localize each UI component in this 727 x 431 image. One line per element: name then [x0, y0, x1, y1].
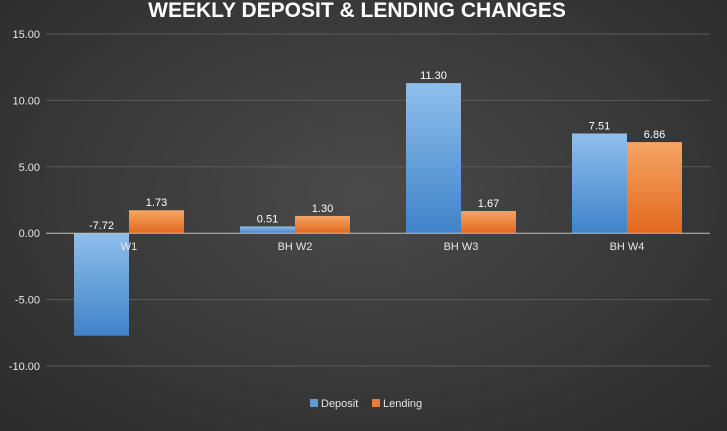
- lending-bar: [295, 215, 350, 234]
- y-axis-ticks: 15.00 10.00 5.00 0.00 -5.00 -10.00: [9, 29, 40, 373]
- legend: Deposit Lending: [310, 398, 422, 410]
- data-label: -7.72: [89, 220, 114, 232]
- data-label: 1.73: [146, 197, 167, 209]
- category-label: BH W2: [278, 241, 313, 253]
- lending-legend-label: Lending: [383, 398, 422, 410]
- data-label: 6.86: [644, 129, 665, 141]
- data-label: 0.51: [257, 213, 278, 225]
- lending-bar: [627, 142, 682, 234]
- y-tick-label: -10.00: [9, 361, 40, 373]
- y-tick-label: -5.00: [15, 295, 40, 307]
- data-label: 1.67: [478, 198, 499, 210]
- chart-title: WEEKLY DEPOSIT & LENDING CHANGES: [148, 0, 566, 22]
- y-tick-label: 10.00: [12, 95, 40, 107]
- y-tick-label: 0.00: [19, 228, 40, 240]
- y-tick-label: 5.00: [19, 162, 40, 174]
- category-labels: W1 BH W2 BH W3 BH W4: [121, 241, 645, 253]
- deposit-bar: [406, 83, 461, 234]
- category-label: W1: [121, 241, 138, 253]
- gridlines: [46, 33, 710, 367]
- y-tick-label: 15.00: [12, 29, 40, 41]
- data-label: 7.51: [589, 120, 610, 132]
- lending-bar: [129, 210, 184, 234]
- deposit-legend-label: Deposit: [321, 398, 358, 410]
- deposit-legend-swatch: [310, 399, 318, 407]
- data-labels: -7.72 1.73 0.51 1.30 11.30 1.67 7.51 6.86: [89, 70, 665, 232]
- lending-bar: [461, 211, 516, 234]
- bars: [74, 83, 682, 336]
- lending-legend-swatch: [372, 399, 380, 407]
- deposit-bar: [240, 226, 295, 234]
- category-label: BH W3: [444, 241, 479, 253]
- category-label: BH W4: [610, 241, 645, 253]
- data-label: 1.30: [312, 203, 333, 215]
- deposit-bar: [74, 233, 129, 336]
- data-label: 11.30: [420, 70, 447, 82]
- deposit-bar: [572, 133, 627, 234]
